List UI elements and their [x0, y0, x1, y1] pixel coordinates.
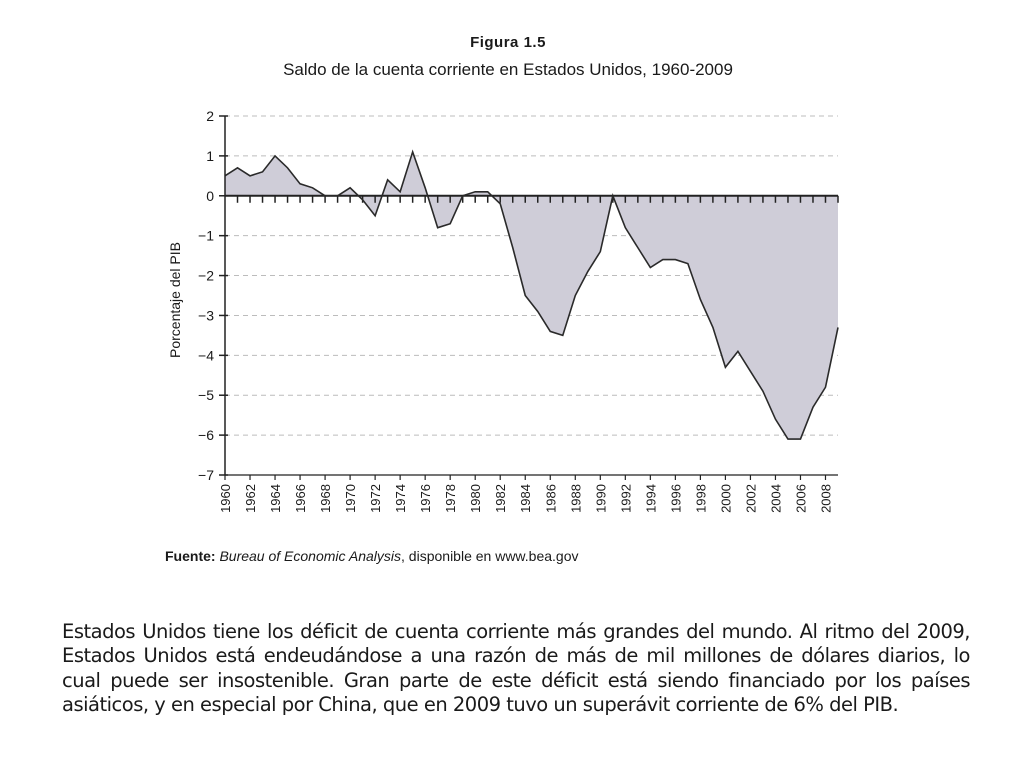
- x-tick-label: 1964: [268, 484, 283, 513]
- figure-label: Figura 1.5: [470, 34, 546, 51]
- y-tick-label: −1: [198, 228, 214, 244]
- x-tick-label: 1970: [343, 484, 358, 513]
- y-tick-label: 2: [206, 108, 214, 124]
- x-tick-label: 1978: [443, 484, 458, 513]
- y-tick-label: −3: [198, 307, 214, 323]
- y-tick-label: 0: [206, 188, 214, 204]
- x-tick-label: 1988: [568, 484, 583, 513]
- x-tick-label: 1990: [593, 484, 608, 513]
- x-tick-label: 1966: [293, 484, 308, 513]
- source-rest: , disponible en www.bea.gov: [401, 548, 579, 564]
- y-tick-label: −5: [198, 387, 214, 403]
- x-tick-label: 2000: [718, 484, 733, 513]
- source-name: Bureau of Economic Analysis: [219, 548, 402, 564]
- y-axis-label: Porcentaje del PIB: [167, 242, 183, 358]
- x-tick-label: 2006: [793, 484, 808, 513]
- x-tick-label: 1986: [543, 484, 558, 513]
- x-tick-label: 1992: [618, 484, 633, 513]
- body-paragraph: Estados Unidos tiene los déficit de cuen…: [62, 619, 971, 717]
- y-tick-label: −4: [198, 347, 214, 363]
- series-line: [224, 149, 839, 440]
- area-fill: [225, 151, 838, 440]
- chart-title: Saldo de la cuenta corriente en Estados …: [283, 60, 733, 79]
- y-tick-label: 1: [206, 148, 214, 164]
- x-tick-label: 2002: [743, 484, 758, 513]
- x-tick-label: 1962: [243, 484, 258, 513]
- x-tick-label: 1980: [468, 484, 483, 513]
- x-tick-label: 1996: [668, 484, 683, 513]
- x-tick-label: 1998: [693, 484, 708, 513]
- source-label: Fuente:: [165, 548, 216, 564]
- x-tick-label: 2004: [768, 484, 783, 513]
- y-tick-label: −2: [198, 268, 214, 284]
- x-tick-label: 1960: [218, 484, 233, 513]
- x-tick-label: 1968: [318, 484, 333, 513]
- current-account-chart: 2 1 0 −1 −2 −3 −4 −5 −6 −7 Porcentaje del PIB 1960 1…: [167, 108, 839, 513]
- x-tick-label: 1982: [493, 484, 508, 513]
- y-tick-label: −7: [198, 467, 214, 483]
- source-note: Fuente: Bureau of Economic Analysis, dis…: [165, 548, 578, 564]
- x-tick-label: 1972: [368, 484, 383, 513]
- x-tick-label: 1984: [518, 484, 533, 513]
- x-tick-label: 2008: [818, 484, 833, 513]
- x-tick-label: 1994: [643, 484, 658, 513]
- x-tick-label: 1976: [418, 484, 433, 513]
- x-tick-label: 1974: [393, 484, 408, 513]
- y-tick-label: −6: [198, 427, 214, 443]
